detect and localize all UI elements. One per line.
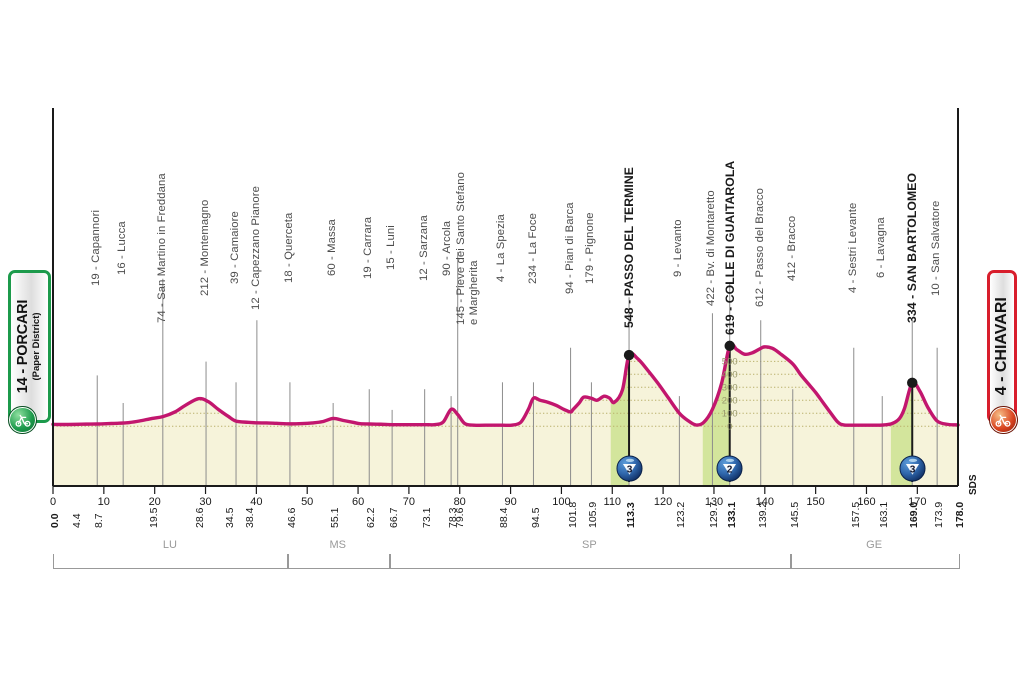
svg-text:100: 100 bbox=[722, 408, 738, 419]
svg-text:2: 2 bbox=[727, 464, 733, 475]
svg-text:0: 0 bbox=[727, 421, 732, 432]
svg-text:3: 3 bbox=[909, 464, 915, 475]
svg-text:3: 3 bbox=[626, 464, 632, 475]
